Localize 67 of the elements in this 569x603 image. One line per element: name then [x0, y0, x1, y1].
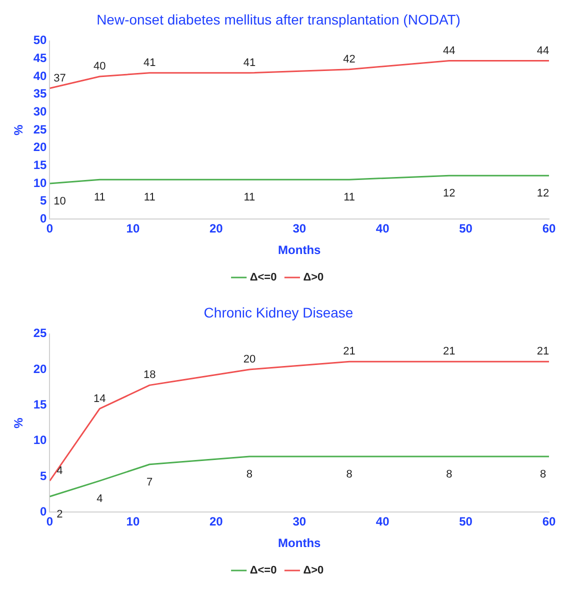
y-tick-label: 10	[33, 176, 48, 190]
y-tick-label: 35	[33, 86, 48, 101]
data-label: 20	[243, 354, 256, 366]
data-label: 7	[146, 476, 153, 488]
y-tick-label: 0	[40, 504, 48, 519]
data-label: 12	[536, 188, 550, 200]
data-label: 41	[243, 56, 256, 69]
x-tick-label: 60	[542, 514, 556, 529]
data-label: 21	[443, 346, 456, 358]
x-tick-label: 20	[209, 222, 224, 236]
data-label: 21	[536, 346, 550, 358]
legend-label: Δ>0	[303, 564, 324, 577]
y-tick-label: 5	[40, 194, 48, 208]
x-tick-label: 30	[292, 514, 306, 529]
data-label: 11	[144, 192, 156, 204]
y-tick-label: 20	[33, 362, 48, 376]
data-label: 40	[94, 60, 106, 73]
data-label: 8	[246, 468, 253, 481]
y-tick-label: 50	[33, 33, 48, 48]
chart-title: New-onset diabetes mellitus after transplantation (NODAT)	[96, 11, 460, 28]
data-label: 2	[56, 508, 63, 521]
x-tick-label: 40	[376, 222, 390, 236]
x-tick-label: 40	[376, 514, 390, 529]
legend-label: Δ>0	[303, 272, 324, 284]
data-label: 12	[443, 188, 456, 200]
x-tick-label: 10	[126, 222, 140, 236]
data-label: 8	[346, 468, 352, 481]
y-axis-title: %	[12, 417, 26, 428]
data-label: 11	[344, 192, 356, 204]
data-label: 41	[143, 56, 156, 69]
y-tick-label: 20	[33, 140, 48, 154]
x-tick-label: 10	[126, 514, 140, 529]
y-tick-label: 25	[33, 122, 48, 136]
data-label: 10	[54, 196, 66, 208]
x-axis-title: Months	[278, 536, 322, 550]
y-tick-label: 40	[33, 68, 48, 83]
data-label: 4	[56, 464, 63, 477]
x-tick-label: 50	[459, 514, 473, 529]
chart-title: Chronic Kidney Disease	[204, 304, 354, 320]
y-tick-label: 5	[40, 468, 48, 483]
data-label: 14	[94, 392, 106, 405]
data-label: 18	[143, 369, 156, 382]
data-label: 8	[540, 468, 546, 481]
y-tick-label: 15	[33, 158, 48, 172]
data-label: 11	[94, 192, 106, 204]
data-label: 21	[343, 346, 356, 358]
legend-label: Δ<=0	[250, 272, 277, 284]
y-axis-title: %	[12, 124, 26, 136]
data-label: 37	[54, 72, 66, 84]
y-tick-label: 10	[33, 433, 48, 448]
data-label: 4	[96, 492, 103, 505]
x-tick-label: 50	[459, 222, 473, 236]
y-tick-label: 0	[40, 212, 48, 226]
x-axis-title: Months	[278, 243, 322, 258]
y-tick-label: 45	[33, 50, 48, 65]
x-tick-label: 30	[292, 222, 306, 236]
data-label: 44	[536, 44, 550, 57]
y-tick-label: 30	[33, 104, 48, 118]
y-tick-label: 25	[33, 326, 48, 340]
x-tick-label: 60	[542, 222, 556, 236]
data-label: 44	[443, 44, 456, 57]
y-tick-label: 15	[33, 397, 48, 412]
legend-label: Δ<=0	[250, 564, 277, 577]
data-label: 8	[446, 468, 452, 481]
data-label: 42	[343, 53, 356, 66]
data-label: 11	[244, 192, 256, 204]
x-tick-label: 20	[209, 514, 224, 529]
